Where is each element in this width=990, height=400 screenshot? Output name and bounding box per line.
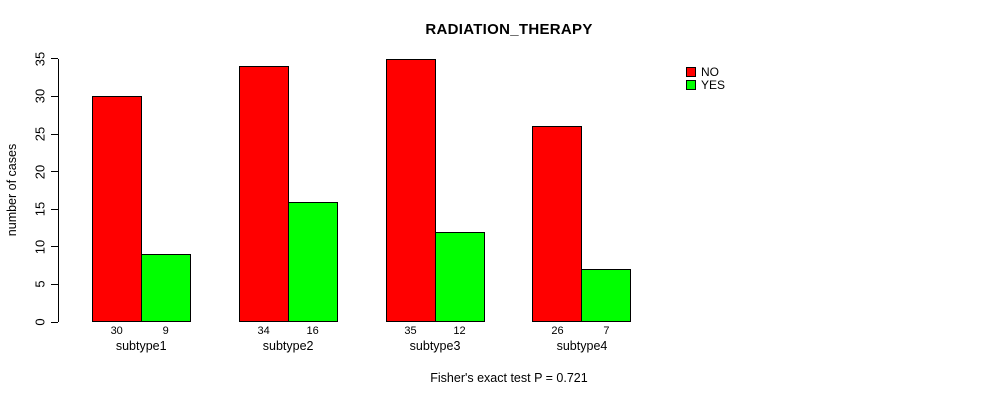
chart-title: RADIATION_THERAPY	[425, 21, 593, 38]
bar-yes-subtype1	[140, 254, 191, 322]
y-tick	[51, 58, 58, 60]
category-label-subtype4: subtype4	[556, 339, 608, 353]
category-label-subtype3: subtype3	[409, 339, 461, 353]
y-tick	[51, 171, 58, 173]
bar-no-subtype1	[91, 96, 142, 322]
bar-value-label: 34	[257, 325, 270, 337]
category-label-subtype1: subtype1	[115, 339, 167, 353]
category-label-subtype2: subtype2	[262, 339, 314, 353]
y-tick-label: 35	[32, 51, 48, 67]
y-tick	[51, 208, 58, 210]
legend-label-no: NO	[701, 65, 719, 80]
bar-value-label: 35	[404, 325, 417, 337]
bar-value-label: 7	[603, 325, 610, 337]
legend: NO YES	[686, 66, 725, 91]
legend-swatch-yes-icon	[686, 79, 696, 90]
legend-label-yes: YES	[701, 77, 726, 92]
y-tick-label: 30	[32, 89, 48, 104]
footnote-fishers-test: Fisher's exact test P = 0.721	[430, 371, 588, 385]
bar-yes-subtype4	[581, 269, 632, 322]
bar-no-subtype4	[532, 126, 583, 322]
y-tick-label: 25	[32, 126, 48, 142]
y-tick	[51, 95, 58, 97]
y-tick	[51, 283, 58, 285]
bar-no-subtype2	[238, 66, 289, 322]
bar-value-label: 30	[110, 325, 123, 337]
y-axis-line	[58, 58, 59, 323]
y-tick	[51, 321, 58, 323]
legend-swatch-no-icon	[686, 67, 696, 78]
y-tick-label: 10	[32, 239, 48, 255]
legend-item-no: NO	[686, 66, 725, 78]
bar-value-label: 26	[551, 325, 564, 337]
y-tick	[51, 133, 58, 135]
y-axis-label: number of cases	[5, 143, 19, 237]
y-tick	[51, 246, 58, 248]
bar-value-label: 12	[453, 325, 466, 337]
y-tick-label: 5	[32, 280, 48, 289]
y-tick-label: 0	[32, 318, 48, 326]
y-tick-label: 20	[32, 164, 48, 179]
bar-value-label: 16	[306, 325, 319, 337]
bar-value-label: 9	[162, 325, 169, 337]
y-tick-label: 15	[32, 201, 48, 217]
bar-yes-subtype3	[434, 231, 485, 322]
bar-yes-subtype2	[287, 201, 338, 322]
legend-item-yes: YES	[686, 77, 726, 92]
bar-no-subtype3	[385, 58, 436, 322]
